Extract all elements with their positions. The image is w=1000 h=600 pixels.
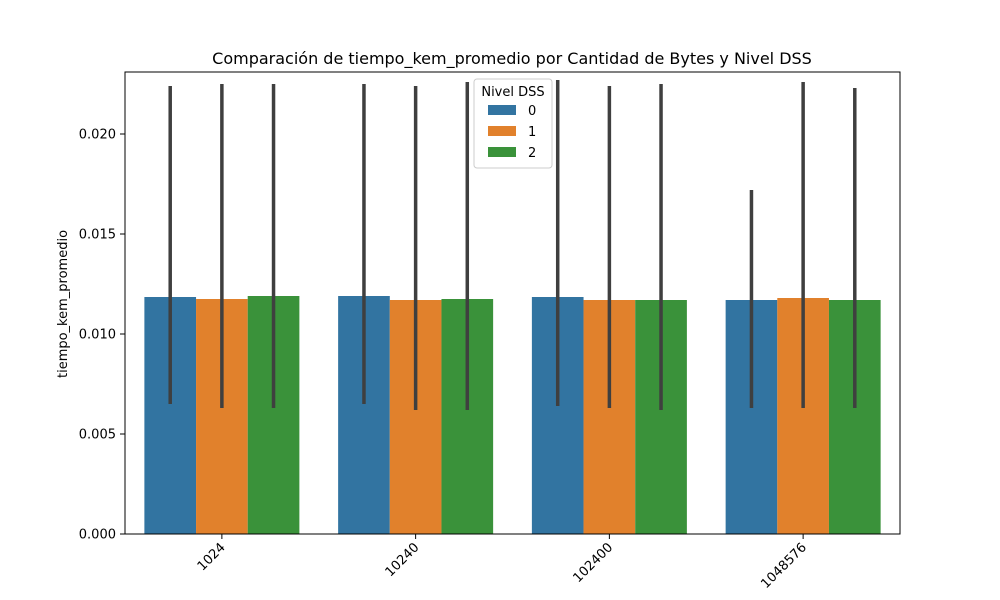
y-tick-label: 0.010 (79, 328, 116, 343)
legend-label-1: 1 (528, 125, 536, 140)
error-bars-layer (168, 80, 857, 410)
legend-label-0: 0 (528, 104, 536, 119)
legend-title: Nivel DSS (481, 85, 544, 100)
x-tick-label: 1048576 (758, 540, 810, 592)
legend-swatch-0 (488, 105, 516, 115)
legend-swatch-2 (488, 147, 516, 157)
plot-frame (124, 71, 901, 535)
legend-label-2: 2 (528, 146, 536, 161)
chart-title: Comparación de tiempo_kem_promedio por C… (212, 49, 812, 69)
bars-layer (144, 296, 881, 534)
y-tick-label: 0.020 (79, 128, 116, 143)
x-tick-label: 10240 (383, 540, 423, 580)
x-tick-label: 102400 (570, 540, 616, 586)
x-tick-label: 1024 (195, 540, 229, 574)
y-tick-label: 0.015 (79, 228, 116, 243)
y-axis-title: tiempo_kem_promedio (56, 230, 71, 378)
legend-swatch-1 (488, 126, 516, 136)
legend-box (473, 78, 553, 169)
y-tick-label: 0.000 (79, 528, 116, 543)
y-tick-label: 0.005 (79, 428, 116, 443)
legend: Nivel DSS 0 1 2 (473, 78, 553, 169)
